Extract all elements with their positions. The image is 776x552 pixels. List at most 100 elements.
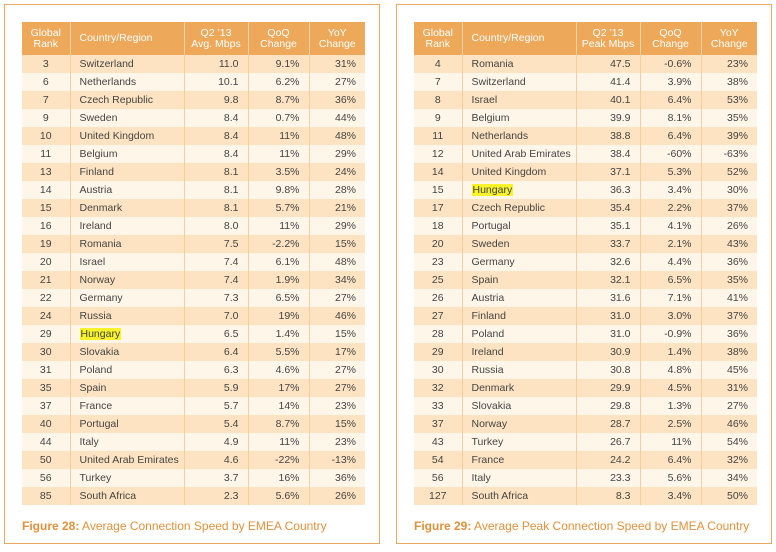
table-header-row: Global Rank Country/Region Q2 ’13 Peak Mbp…: [414, 22, 757, 55]
qoq-cell: 11%: [640, 433, 702, 451]
table-row: 8 Israel 40.1 6.4% 53%: [414, 91, 757, 109]
table-row: 23 Germany 32.6 4.4% 36%: [414, 253, 757, 271]
country-cell: United Kingdom: [70, 127, 185, 145]
rank-cell: 37: [22, 397, 71, 415]
table-row: 31 Poland 6.3 4.6% 27%: [22, 361, 365, 379]
speed-cell: 4.9: [184, 433, 249, 451]
yoy-cell: 34%: [701, 469, 757, 487]
yoy-cell: 27%: [309, 73, 365, 91]
speed-cell: 39.9: [576, 109, 641, 127]
country-cell: Germany: [462, 253, 577, 271]
caption-text: Average Peak Connection Speed by EMEA Co…: [474, 519, 750, 533]
rank-cell: 11: [414, 127, 463, 145]
caption-label: Figure 29:: [414, 519, 472, 533]
rank-cell: 9: [22, 109, 71, 127]
speed-cell: 8.3: [576, 487, 641, 505]
qoq-cell: 8.7%: [248, 415, 310, 433]
yoy-cell: 54%: [701, 433, 757, 451]
table-row: 37 France 5.7 14% 23%: [22, 397, 365, 415]
table-row: 28 Poland 31.0 -0.9% 36%: [414, 325, 757, 343]
yoy-cell: 15%: [309, 415, 365, 433]
table-row: 9 Sweden 8.4 0.7% 44%: [22, 109, 365, 127]
table-row: 9 Belgium 39.9 8.1% 35%: [414, 109, 757, 127]
yoy-cell: 35%: [701, 271, 757, 289]
rank-cell: 7: [22, 91, 71, 109]
country-cell: Poland: [462, 325, 577, 343]
qoq-cell: 7.1%: [640, 289, 702, 307]
yoy-cell: 43%: [701, 235, 757, 253]
yoy-cell: 34%: [309, 271, 365, 289]
yoy-cell: 23%: [309, 397, 365, 415]
speed-cell: 36.3: [576, 181, 641, 199]
yoy-cell: 35%: [701, 109, 757, 127]
rank-cell: 28: [414, 325, 463, 343]
rank-cell: 32: [414, 379, 463, 397]
yoy-cell: 29%: [309, 145, 365, 163]
speed-cell: 5.9: [184, 379, 249, 397]
country-cell: Hungary: [462, 181, 577, 199]
yoy-cell: 27%: [309, 379, 365, 397]
country-cell: Germany: [70, 289, 185, 307]
table-row: 43 Turkey 26.7 11% 54%: [414, 433, 757, 451]
qoq-cell: 2.1%: [640, 235, 702, 253]
qoq-cell: 11%: [248, 145, 310, 163]
rank-cell: 4: [414, 55, 463, 73]
country-cell: Romania: [462, 55, 577, 73]
yoy-cell: 26%: [701, 217, 757, 235]
country-cell: Sweden: [462, 235, 577, 253]
qoq-cell: 8.7%: [248, 91, 310, 109]
qoq-cell: 5.5%: [248, 343, 310, 361]
yoy-cell: 36%: [309, 91, 365, 109]
rank-cell: 33: [414, 397, 463, 415]
country-cell: Portugal: [70, 415, 185, 433]
speed-cell: 35.4: [576, 199, 641, 217]
yoy-cell: 36%: [701, 253, 757, 271]
country-cell: Italy: [70, 433, 185, 451]
yoy-cell: 31%: [309, 55, 365, 73]
country-cell: Portugal: [462, 217, 577, 235]
header-global-rank: Global Rank: [22, 22, 71, 55]
rank-cell: 29: [414, 343, 463, 361]
rank-cell: 17: [414, 199, 463, 217]
table-row: 26 Austria 31.6 7.1% 41%: [414, 289, 757, 307]
speed-cell: 7.4: [184, 253, 249, 271]
rank-cell: 15: [22, 199, 71, 217]
table-row: 10 United Kingdom 8.4 11% 48%: [22, 127, 365, 145]
qoq-cell: 1.4%: [640, 343, 702, 361]
country-cell: Netherlands: [462, 127, 577, 145]
figure-28-panel: Global Rank Country/Region Q2 ’13 Avg. Mbp…: [4, 4, 380, 544]
rank-cell: 3: [22, 55, 71, 73]
qoq-cell: 2.5%: [640, 415, 702, 433]
rank-cell: 127: [414, 487, 463, 505]
country-cell: Spain: [462, 271, 577, 289]
table-row: 56 Turkey 3.7 16% 36%: [22, 469, 365, 487]
rank-cell: 14: [414, 163, 463, 181]
country-cell: France: [70, 397, 185, 415]
table-row: 29 Hungary 6.5 1.4% 15%: [22, 325, 365, 343]
table-header-row: Global Rank Country/Region Q2 ’13 Avg. Mbp…: [22, 22, 365, 55]
yoy-cell: 15%: [309, 235, 365, 253]
yoy-cell: 50%: [701, 487, 757, 505]
country-cell: Belgium: [70, 145, 185, 163]
speed-cell: 9.8: [184, 91, 249, 109]
country-cell: South Africa: [462, 487, 577, 505]
table-row: 29 Ireland 30.9 1.4% 38%: [414, 343, 757, 361]
figure-29-panel: Global Rank Country/Region Q2 ’13 Peak Mbp…: [396, 4, 772, 544]
figure-28-caption: Figure 28: Average Connection Speed by E…: [22, 519, 327, 533]
qoq-cell: 0.7%: [248, 109, 310, 127]
rank-cell: 85: [22, 487, 71, 505]
speed-cell: 38.4: [576, 145, 641, 163]
caption-label: Figure 28:: [22, 519, 80, 533]
country-cell: Turkey: [462, 433, 577, 451]
yoy-cell: 27%: [701, 397, 757, 415]
table-row: 16 Ireland 8.0 11% 29%: [22, 217, 365, 235]
speed-cell: 8.4: [184, 145, 249, 163]
speed-cell: 4.6: [184, 451, 249, 469]
country-cell: Netherlands: [70, 73, 185, 91]
country-cell: Norway: [70, 271, 185, 289]
yoy-cell: 21%: [309, 199, 365, 217]
speed-cell: 31.0: [576, 325, 641, 343]
qoq-cell: 4.5%: [640, 379, 702, 397]
country-cell: Czech Republic: [70, 91, 185, 109]
yoy-cell: 46%: [309, 307, 365, 325]
